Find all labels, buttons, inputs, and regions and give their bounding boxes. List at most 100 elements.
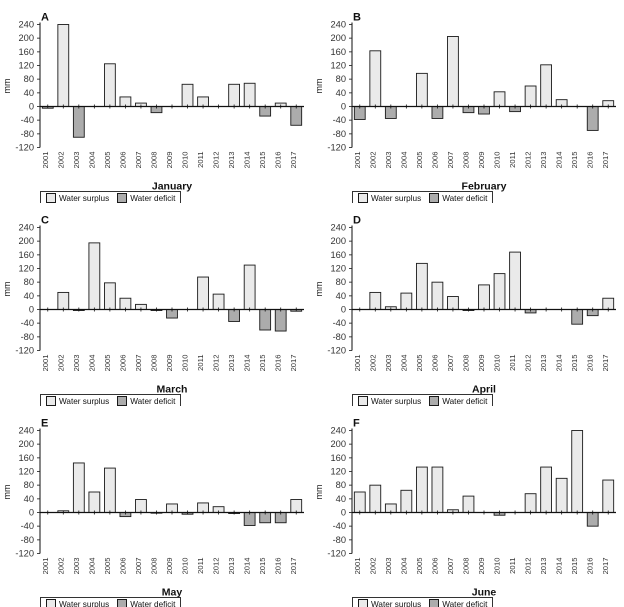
- svg-text:2015: 2015: [570, 355, 579, 372]
- svg-text:2009: 2009: [477, 152, 486, 169]
- svg-text:2003: 2003: [384, 558, 393, 575]
- svg-text:2011: 2011: [196, 152, 205, 168]
- svg-text:2003: 2003: [384, 355, 393, 372]
- svg-text:2001: 2001: [41, 355, 50, 372]
- svg-text:-120: -120: [15, 549, 34, 559]
- svg-text:mm: mm: [2, 79, 12, 94]
- svg-text:2002: 2002: [368, 355, 377, 372]
- svg-text:2014: 2014: [243, 355, 252, 372]
- svg-text:2006: 2006: [430, 558, 439, 575]
- svg-text:2012: 2012: [524, 152, 533, 169]
- svg-text:2007: 2007: [134, 355, 143, 372]
- svg-text:2005: 2005: [415, 558, 424, 575]
- svg-text:2010: 2010: [181, 355, 190, 372]
- svg-text:2015: 2015: [570, 152, 579, 169]
- svg-text:2014: 2014: [243, 558, 252, 575]
- svg-text:-120: -120: [327, 549, 346, 559]
- svg-text:160: 160: [330, 453, 346, 463]
- svg-text:2006: 2006: [430, 152, 439, 169]
- svg-text:2015: 2015: [258, 355, 267, 372]
- svg-text:2004: 2004: [399, 558, 408, 575]
- svg-text:2017: 2017: [601, 355, 610, 372]
- svg-text:160: 160: [330, 250, 346, 260]
- svg-text:2011: 2011: [196, 355, 205, 371]
- svg-text:2011: 2011: [508, 558, 517, 574]
- svg-text:2008: 2008: [461, 558, 470, 575]
- svg-text:2004: 2004: [87, 558, 96, 575]
- svg-text:2009: 2009: [477, 558, 486, 575]
- svg-text:2001: 2001: [41, 558, 50, 575]
- svg-text:2001: 2001: [353, 152, 362, 169]
- svg-text:240: 240: [330, 223, 346, 233]
- svg-text:2015: 2015: [258, 558, 267, 575]
- svg-text:2003: 2003: [72, 355, 81, 372]
- svg-text:0: 0: [341, 102, 346, 112]
- svg-text:2012: 2012: [212, 558, 221, 575]
- svg-text:2008: 2008: [461, 355, 470, 372]
- svg-text:2017: 2017: [289, 355, 298, 372]
- svg-text:200: 200: [330, 33, 346, 43]
- svg-text:2002: 2002: [368, 558, 377, 575]
- svg-text:2005: 2005: [103, 355, 112, 372]
- svg-text:D: D: [353, 215, 361, 227]
- svg-text:80: 80: [336, 277, 346, 287]
- svg-text:120: 120: [330, 61, 346, 71]
- svg-text:2016: 2016: [274, 355, 283, 372]
- svg-text:40: 40: [24, 494, 34, 504]
- svg-text:160: 160: [18, 47, 34, 57]
- svg-text:2016: 2016: [274, 558, 283, 575]
- svg-text:240: 240: [18, 20, 34, 30]
- svg-text:2009: 2009: [165, 355, 174, 372]
- svg-text:2014: 2014: [555, 152, 564, 169]
- svg-text:2017: 2017: [289, 152, 298, 169]
- svg-text:C: C: [41, 215, 49, 227]
- svg-text:2004: 2004: [87, 152, 96, 169]
- svg-text:mm: mm: [314, 282, 324, 297]
- svg-text:160: 160: [18, 453, 34, 463]
- svg-text:2005: 2005: [415, 355, 424, 372]
- svg-text:2006: 2006: [118, 558, 127, 575]
- svg-text:120: 120: [18, 264, 34, 274]
- svg-text:2003: 2003: [72, 558, 81, 575]
- svg-text:240: 240: [330, 20, 346, 30]
- svg-text:2013: 2013: [539, 558, 548, 575]
- svg-text:-40: -40: [333, 115, 346, 125]
- svg-text:2011: 2011: [508, 355, 517, 371]
- svg-text:2013: 2013: [227, 152, 236, 169]
- svg-text:2004: 2004: [399, 152, 408, 169]
- svg-text:2006: 2006: [430, 355, 439, 372]
- svg-text:2001: 2001: [353, 355, 362, 372]
- svg-text:2009: 2009: [165, 152, 174, 169]
- svg-text:200: 200: [18, 439, 34, 449]
- svg-text:-40: -40: [21, 115, 34, 125]
- svg-text:-40: -40: [333, 318, 346, 328]
- svg-text:0: 0: [29, 102, 34, 112]
- svg-text:0: 0: [29, 508, 34, 518]
- svg-text:-40: -40: [21, 521, 34, 531]
- svg-text:2012: 2012: [524, 558, 533, 575]
- svg-text:2016: 2016: [274, 152, 283, 169]
- svg-text:2002: 2002: [56, 152, 65, 169]
- svg-text:-80: -80: [333, 535, 346, 545]
- svg-text:2009: 2009: [477, 355, 486, 372]
- svg-text:2008: 2008: [149, 355, 158, 372]
- svg-text:F: F: [353, 418, 360, 430]
- svg-text:2012: 2012: [212, 355, 221, 372]
- svg-text:2014: 2014: [555, 558, 564, 575]
- svg-text:2012: 2012: [212, 152, 221, 169]
- svg-text:2016: 2016: [586, 558, 595, 575]
- svg-text:-120: -120: [15, 143, 34, 153]
- svg-text:2002: 2002: [56, 558, 65, 575]
- svg-text:2017: 2017: [601, 558, 610, 575]
- svg-text:mm: mm: [2, 485, 12, 500]
- svg-text:A: A: [41, 12, 49, 24]
- svg-text:2004: 2004: [87, 355, 96, 372]
- svg-text:2005: 2005: [103, 152, 112, 169]
- svg-text:2010: 2010: [493, 558, 502, 575]
- svg-text:mm: mm: [314, 79, 324, 94]
- svg-text:80: 80: [24, 480, 34, 490]
- svg-text:2013: 2013: [539, 152, 548, 169]
- svg-text:80: 80: [336, 74, 346, 84]
- svg-text:2008: 2008: [149, 152, 158, 169]
- svg-text:E: E: [41, 418, 48, 430]
